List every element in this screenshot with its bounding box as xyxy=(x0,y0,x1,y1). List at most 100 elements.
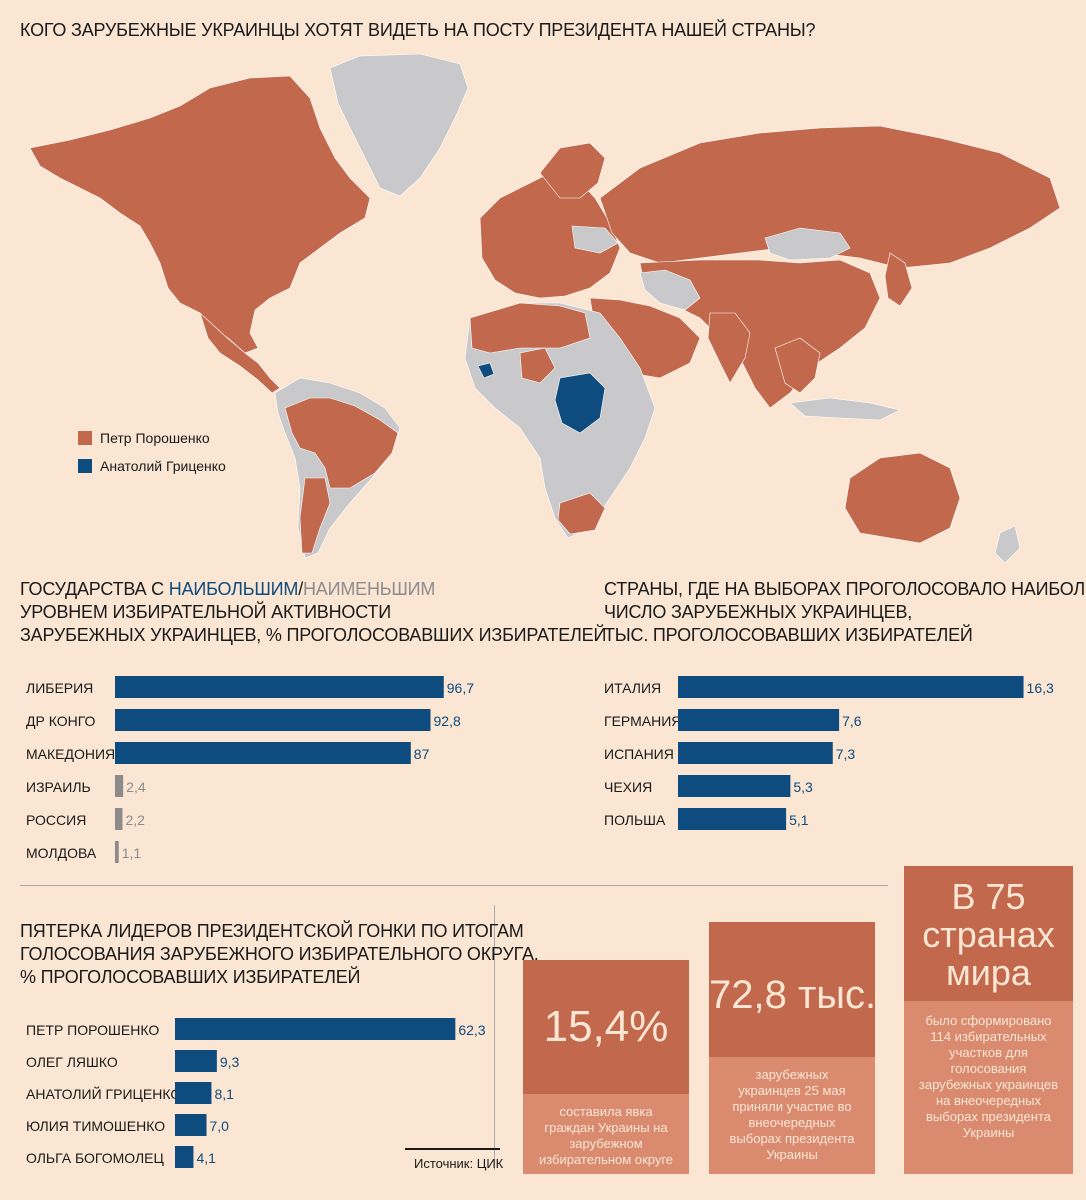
map-se-asia xyxy=(774,337,821,394)
bar xyxy=(175,1018,456,1040)
bar xyxy=(115,742,411,764)
value-label: 5,1 xyxy=(789,812,809,828)
bar xyxy=(175,1050,217,1072)
countries-big-line3: мира xyxy=(946,952,1031,993)
category-label: ИСПАНИЯ xyxy=(604,746,674,762)
map-japan xyxy=(884,252,913,307)
map-russia xyxy=(599,125,1061,269)
turnout-card: 15,4% составила явка граждан Украины на … xyxy=(523,960,689,1174)
value-label: 9,3 xyxy=(220,1054,240,1070)
map-argentina xyxy=(299,477,331,554)
world-map: Петр Порошенко Анатолий Гриценко xyxy=(29,53,1061,564)
activity-title-slash: / xyxy=(298,579,303,599)
map-europe xyxy=(479,172,621,299)
map-liberia xyxy=(477,362,495,379)
category-label: РОССИЯ xyxy=(26,812,86,828)
source-rule xyxy=(405,1148,500,1150)
voters-big-number: 72,8 тыс. xyxy=(709,973,877,1017)
bar xyxy=(678,808,787,830)
category-label: МАКЕДОНИЯ xyxy=(26,746,115,762)
value-label: 92,8 xyxy=(434,713,461,729)
category-label: ГЕРМАНИЯ xyxy=(604,713,681,729)
legend-label-poroshenko: Петр Порошенко xyxy=(100,430,210,446)
category-label: ЧЕХИЯ xyxy=(604,779,652,795)
value-label: 7,3 xyxy=(836,746,856,762)
countries-card-text: было сформировано 114 избирательных учас… xyxy=(904,1001,1073,1174)
value-label: 7,0 xyxy=(210,1118,230,1134)
countries-card-top: В 75 странах мира xyxy=(904,866,1073,1001)
category-label: ПЕТР ПОРОШЕНКО xyxy=(26,1022,159,1038)
leaders-chart: ПЕТР ПОРОШЕНКО 62,3 ОЛЕГ ЛЯШКО 9,3 АНАТОЛИЙ … xyxy=(26,1018,486,1168)
bar xyxy=(678,676,1024,698)
category-label: ПОЛЬША xyxy=(604,812,666,828)
bar xyxy=(678,709,840,731)
category-label: АНАТОЛИЙ ГРИЦЕНКО xyxy=(26,1085,181,1102)
activity-chart: ЛИБЕРИЯ 96,7 ДР КОНГО 92,8 МАКЕДОНИЯ 87 ИЗРАИЛ… xyxy=(26,676,474,863)
map-australia xyxy=(844,452,961,544)
value-label: 7,6 xyxy=(842,713,862,729)
category-label: ДР КОНГО xyxy=(26,713,96,729)
source-text: Источник: ЦИК xyxy=(414,1156,504,1171)
category-label: ЮЛИЯ ТИМОШЕНКО xyxy=(26,1118,165,1134)
bar xyxy=(115,775,124,797)
turnout-big-number: 15,4% xyxy=(543,1002,669,1051)
countries-title-line3: ТЫС. ПРОГОЛОСОВАВШИХ ИЗБИРАТЕЛЕЙ xyxy=(604,625,973,645)
activity-title-high: НАИБОЛЬШИМ xyxy=(168,579,299,599)
countries-big-line1: В 75 xyxy=(951,876,1026,917)
value-label: 1,1 xyxy=(122,845,142,861)
bar xyxy=(678,775,791,797)
countries-card: В 75 странах мира было сформировано 114 … xyxy=(904,866,1073,1174)
value-label: 4,1 xyxy=(196,1150,216,1166)
map-new-zealand xyxy=(994,525,1021,564)
activity-title-low: НАИМЕНЬШИМ xyxy=(303,579,436,599)
value-label: 2,2 xyxy=(125,812,145,828)
countries-title-line2: ЧИСЛО ЗАРУБЕЖНЫХ УКРАИНЦЕВ, xyxy=(604,602,913,622)
page-title: КОГО ЗАРУБЕЖНЫЕ УКРАИНЦЫ ХОТЯТ ВИДЕТЬ НА… xyxy=(20,20,816,40)
bar xyxy=(115,709,431,731)
value-label: 8,1 xyxy=(214,1086,234,1102)
map-indonesia xyxy=(789,397,901,421)
bar xyxy=(175,1082,212,1104)
bar xyxy=(175,1114,207,1136)
section-divider xyxy=(20,885,888,886)
map-north-africa xyxy=(469,302,591,354)
value-label: 62,3 xyxy=(458,1022,485,1038)
activity-title: ГОСУДАРСТВА С НАИБОЛЬШИМ/НАИМЕНЬШИМ УРОВ… xyxy=(20,578,606,647)
category-label: ОЛЬГА БОГОМОЛЕЦ xyxy=(26,1150,165,1166)
map-north-america xyxy=(29,75,371,354)
countries-title-line1: СТРАНЫ, ГДЕ НА ВЫБОРАХ ПРОГОЛОСОВАЛО НАИ… xyxy=(604,579,1086,599)
turnout-card-text: составила явка граждан Украины на зарубе… xyxy=(523,1094,689,1174)
value-label: 5,3 xyxy=(793,779,813,795)
value-label: 96,7 xyxy=(447,680,474,696)
value-label: 87 xyxy=(414,746,430,762)
map-scandinavia xyxy=(539,142,606,199)
map-nigeria xyxy=(519,347,556,384)
map-brazil-peru xyxy=(284,397,399,489)
value-label: 2,4 xyxy=(126,779,146,795)
category-label: ИТАЛИЯ xyxy=(604,680,661,696)
turnout-card-top: 15,4% xyxy=(523,960,689,1094)
map-mongolia xyxy=(764,227,851,261)
bar xyxy=(678,742,833,764)
activity-title-line1: ГОСУДАРСТВА С НАИБОЛЬШИМ/НАИМЕНЬШИМ xyxy=(20,578,606,601)
bar xyxy=(115,841,119,863)
legend-label-gritsenko: Анатолий Гриценко xyxy=(100,458,226,474)
category-label: МОЛДОВА xyxy=(26,845,97,861)
voters-card-top: 72,8 тыс. xyxy=(709,922,877,1057)
map-south-africa xyxy=(557,492,606,535)
category-label: ОЛЕГ ЛЯШКО xyxy=(26,1054,118,1070)
value-label: 16,3 xyxy=(1027,680,1054,696)
voters-card: 72,8 тыс. зарубежных украинцев 25 мая пр… xyxy=(709,922,877,1174)
activity-title-line2: УРОВНЕМ ИЗБИРАТЕЛЬНОЙ АКТИВНОСТИ xyxy=(20,602,391,622)
voters-card-text: зарубежных украинцев 25 мая приняли учас… xyxy=(709,1057,875,1174)
leaders-title-line2: ГОЛОСОВАНИЯ ЗАРУБЕЖНОГО ИЗБИРАТЕЛЬНОГО О… xyxy=(20,944,539,964)
map-ukraine xyxy=(571,225,619,254)
map-india xyxy=(707,312,751,384)
leaders-title-line3: % ПРОГОЛОСОВАВШИХ ИЗБИРАТЕЛЕЙ xyxy=(20,967,361,987)
activity-title-prefix: ГОСУДАРСТВА С xyxy=(20,579,169,599)
map-greenland xyxy=(329,53,469,197)
map-dr-congo xyxy=(554,372,606,434)
bar xyxy=(175,1146,194,1168)
map-central-america xyxy=(199,312,281,394)
legend-swatch-gritsenko xyxy=(78,459,92,473)
